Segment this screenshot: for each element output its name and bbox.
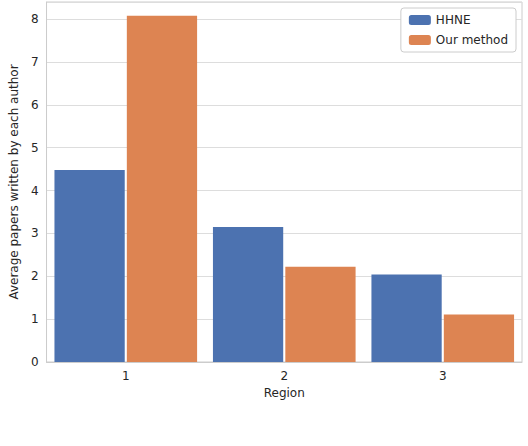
svg-text:Region: Region [264,386,305,400]
svg-text:HHNE: HHNE [436,13,471,27]
svg-text:5: 5 [31,141,39,155]
svg-text:3: 3 [439,369,447,383]
svg-text:1: 1 [122,369,130,383]
svg-text:3: 3 [31,226,39,240]
svg-text:2: 2 [280,369,288,383]
svg-text:8: 8 [31,12,39,26]
svg-text:6: 6 [31,98,39,112]
svg-text:4: 4 [31,184,39,198]
svg-text:1: 1 [31,312,39,326]
svg-text:7: 7 [31,55,39,69]
svg-text:0: 0 [31,355,39,369]
svg-text:Our method: Our method [436,33,508,47]
svg-text:Average papers written by each: Average papers written by each author [7,64,21,299]
svg-text:2: 2 [31,269,39,283]
